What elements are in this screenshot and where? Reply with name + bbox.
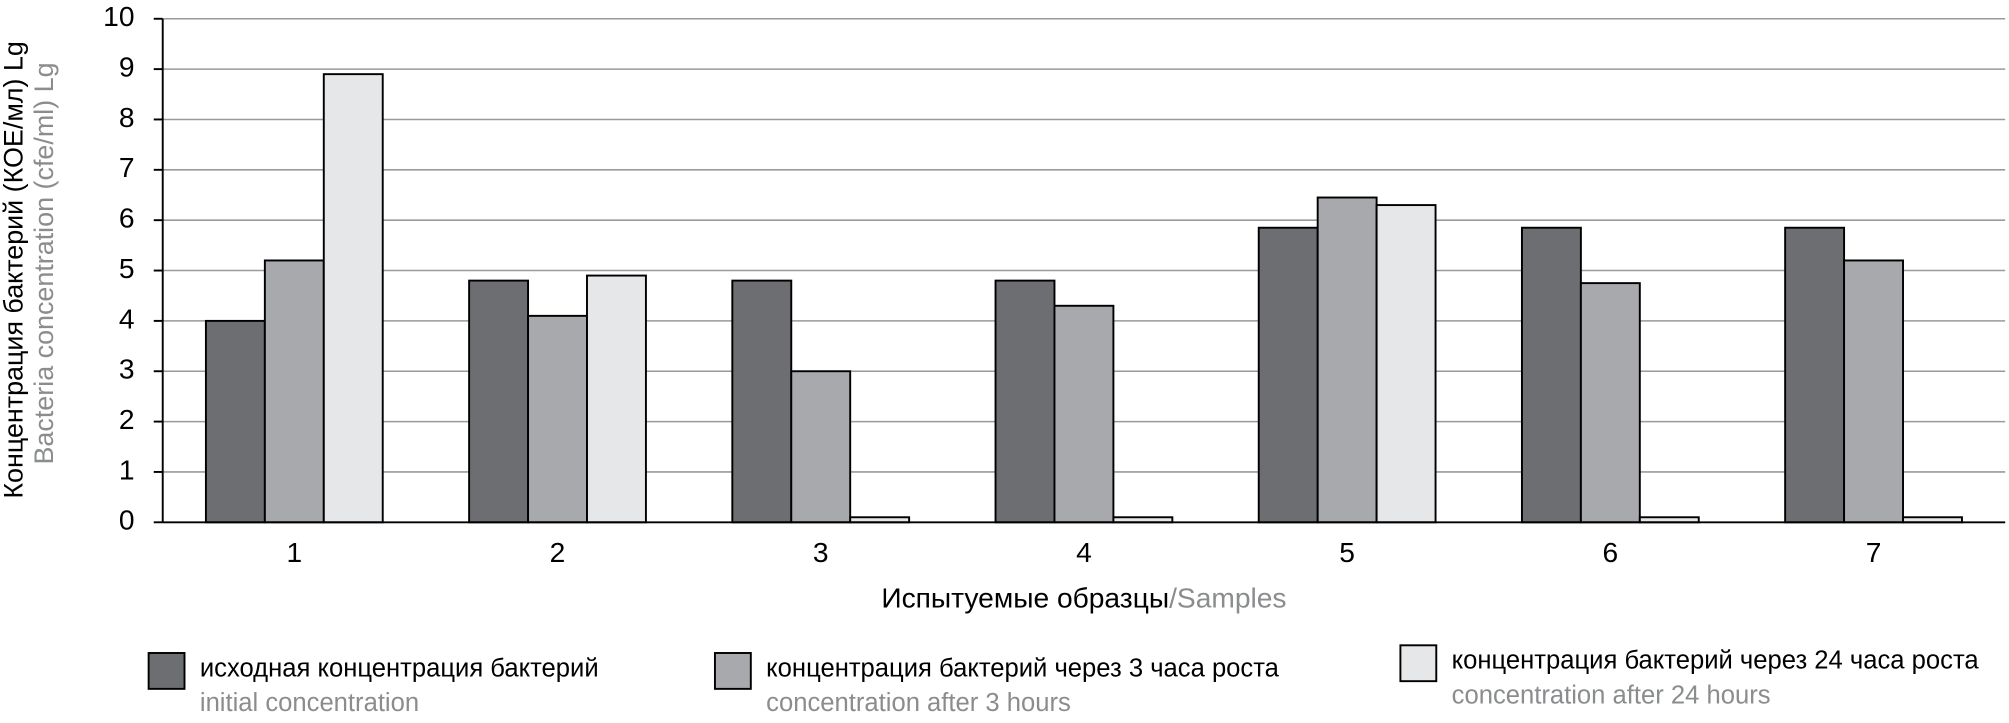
bar xyxy=(790,370,852,524)
y-axis-label: Концентрация бактерий (КОЕ/мл) Lg xyxy=(0,41,28,498)
x-axis-label-ru: Испытуемые образцы xyxy=(881,582,1169,614)
y-tick-label: 6 xyxy=(119,202,135,234)
y-tick-label: 4 xyxy=(119,302,135,334)
legend-label: концентрация бактерий через 3 часа роста xyxy=(766,654,1279,682)
bar xyxy=(1520,226,1582,524)
legend-label: исходная концентрация бактерий xyxy=(200,654,599,682)
x-tick-label: 6 xyxy=(1603,536,1619,568)
x-tick-label: 2 xyxy=(550,536,566,568)
y-axis-label-en: Bacteria concentration (cfe/ml) Lg xyxy=(29,62,59,464)
legend-label-en: concentration after 3 hours xyxy=(766,689,1071,717)
bar xyxy=(586,274,647,524)
y-tick-label: 8 xyxy=(119,101,135,133)
bar xyxy=(322,73,384,524)
legend-swatch xyxy=(1399,644,1438,683)
y-tick-label: 3 xyxy=(119,353,135,385)
y-tick-label: 2 xyxy=(119,403,135,435)
legend-swatch xyxy=(713,652,752,690)
bar xyxy=(1257,226,1319,524)
bar xyxy=(1053,304,1115,524)
y-tick-label: 5 xyxy=(119,252,135,284)
x-tick-label: 5 xyxy=(1339,536,1355,568)
y-tick-label: 0 xyxy=(119,504,135,536)
bar xyxy=(1784,226,1846,524)
y-tick-label: 9 xyxy=(119,51,135,83)
x-tick-label: 3 xyxy=(813,536,829,568)
legend-swatch xyxy=(147,652,186,690)
bar xyxy=(731,279,793,524)
y-tick-label: 10 xyxy=(103,0,134,32)
x-tick-label: 1 xyxy=(286,536,302,568)
x-axis-label: Испытуемые образцы/Samples xyxy=(881,582,1286,614)
bar xyxy=(1843,259,1904,524)
y-tick-label: 1 xyxy=(119,453,135,485)
x-tick-label: 7 xyxy=(1866,536,1882,568)
y-tick-label: 7 xyxy=(119,151,135,183)
bar xyxy=(994,279,1056,524)
legend-label-en: concentration after 24 hours xyxy=(1452,681,1771,709)
bar xyxy=(204,319,266,524)
bar xyxy=(263,259,325,524)
legend-label: концентрация бактерий через 24 часа рост… xyxy=(1452,647,1980,675)
bar xyxy=(1579,282,1641,524)
x-tick-label: 4 xyxy=(1076,536,1092,568)
bar xyxy=(1316,196,1378,524)
x-axis-label-en: /Samples xyxy=(1169,582,1286,614)
legend-label-en: initial concentration xyxy=(200,689,419,717)
bar xyxy=(1375,204,1437,524)
bar xyxy=(527,314,588,524)
bar xyxy=(468,279,530,524)
